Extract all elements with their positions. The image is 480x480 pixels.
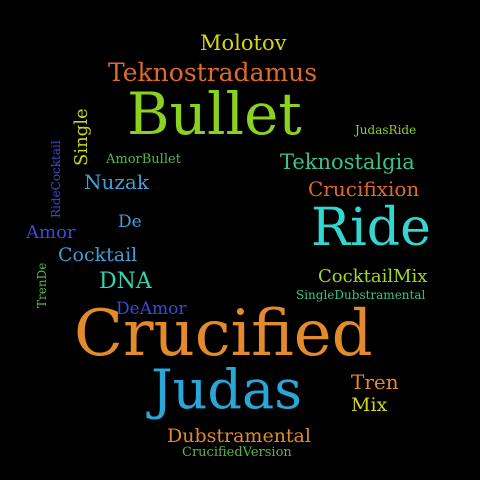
word-nuzak: Nuzak	[84, 170, 149, 194]
word-trende: TrenDe	[35, 262, 49, 308]
word-bullet: Bullet	[127, 80, 302, 148]
word-ride: Ride	[311, 198, 431, 258]
word-ridecocktail: RideCocktail	[49, 140, 63, 218]
word-teknostalgia: Teknostalgia	[280, 150, 415, 174]
word-deamor: DeAmor	[116, 299, 187, 319]
word-crucifiedversion: CrucifiedVersion	[182, 445, 292, 460]
word-tren: Tren	[351, 370, 399, 394]
word-amor: Amor	[26, 222, 76, 243]
word-cocktailmix: CocktailMix	[318, 266, 428, 287]
word-crucified: Crucified	[74, 297, 373, 371]
word-mix: Mix	[351, 394, 388, 416]
word-judas: Judas	[151, 358, 302, 421]
word-dna: DNA	[99, 269, 152, 294]
word-single: Single	[71, 108, 92, 166]
word-de: De	[118, 212, 142, 232]
word-molotov: Molotov	[200, 31, 287, 55]
word-teknostradamus: Teknostradamus	[108, 58, 318, 87]
word-cocktail: Cocktail	[58, 244, 138, 266]
word-judasride: JudasRide	[355, 123, 417, 137]
word-singledubstramental: SingleDubstramental	[296, 288, 426, 302]
word-amorbullet: AmorBullet	[106, 152, 181, 167]
word-crucifixion: Crucifixion	[308, 177, 420, 201]
word-dubstramental: Dubstramental	[167, 425, 311, 447]
